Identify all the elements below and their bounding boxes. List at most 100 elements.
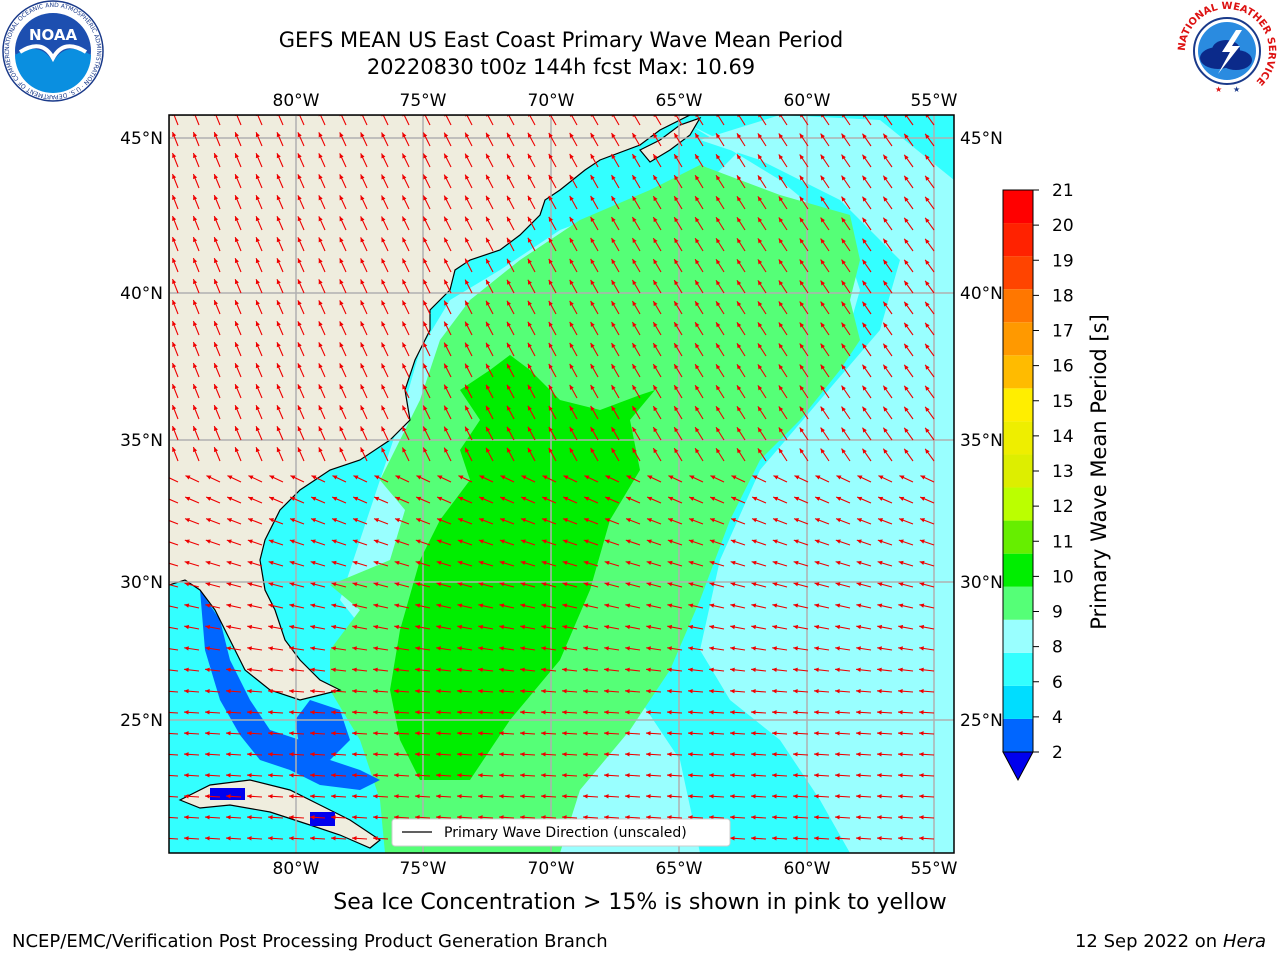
wave-arrow-head <box>163 625 168 629</box>
wave-arrow-head <box>646 603 652 608</box>
wave-arrow-head <box>841 217 846 223</box>
colorbar-segment <box>1003 256 1033 290</box>
wave-arrow-head <box>457 794 462 799</box>
wave-arrow-head <box>234 300 239 306</box>
wave-arrow-head <box>772 603 778 608</box>
wave-arrow <box>169 562 179 567</box>
wave-arrow-head <box>506 384 512 390</box>
wave-arrow-head <box>297 426 302 432</box>
wave-arrow-head <box>569 279 574 285</box>
wave-arrow-head <box>841 154 846 160</box>
wave-arrow-head <box>583 646 588 651</box>
colorbar-tick-label: 8 <box>1052 638 1063 658</box>
wave-arrow-head <box>674 448 679 454</box>
wave-arrow-head <box>360 174 365 180</box>
wave-arrow-head <box>331 731 336 736</box>
wave-arrow-head <box>276 321 281 327</box>
period-10-11s-core <box>390 355 655 780</box>
wave-arrow-head <box>465 447 470 453</box>
wave-arrow-head <box>569 405 574 411</box>
wave-arrow-head <box>205 539 211 544</box>
wave-arrow-head <box>205 731 210 736</box>
wave-arrow-head <box>234 279 239 285</box>
wave-arrow-head <box>268 794 273 799</box>
wave-arrow-head <box>611 406 616 411</box>
wave-arrow-head <box>625 582 631 587</box>
wave-arrow-head <box>268 815 273 820</box>
wave-arrow-head <box>883 343 888 349</box>
wave-arrow-head <box>457 815 462 820</box>
colorbar-segment <box>1003 520 1033 554</box>
wave-arrow-head <box>841 196 846 202</box>
wave-arrow-head <box>883 427 888 433</box>
wave-arrow-head <box>457 560 463 566</box>
wave-arrow-head <box>457 667 462 672</box>
wave-arrow-head <box>527 132 532 138</box>
wave-arrow-head <box>695 280 700 286</box>
wave-arrow-head <box>255 342 260 348</box>
wave-arrow-head <box>611 364 616 369</box>
wave-arrow-head <box>289 646 294 651</box>
lat-label-left: 35°N <box>120 431 163 451</box>
wave-arrow-head <box>898 752 903 757</box>
wave-arrow-head <box>506 216 512 222</box>
wave-arrow-head <box>856 815 861 820</box>
wave-arrow-head <box>883 133 888 139</box>
wave-arrow-head <box>856 836 861 841</box>
wave-arrow-head <box>499 731 504 736</box>
wave-arrow-head <box>877 667 882 672</box>
wave-arrow-head <box>373 560 379 566</box>
wave-arrow-head <box>898 731 903 736</box>
wave-arrow-head <box>898 815 903 820</box>
wave-arrow-head <box>310 731 315 736</box>
wave-arrow-head <box>444 258 449 264</box>
wave-arrow-head <box>793 794 798 799</box>
wave-arrow-head <box>569 426 574 432</box>
wave-arrow-head <box>799 406 805 412</box>
wave-arrow-head <box>331 667 336 672</box>
wave-arrow-head <box>297 258 302 264</box>
cuba-shallow-east <box>310 812 335 826</box>
wave-arrow-head <box>206 496 212 501</box>
wave-arrow-head <box>193 321 198 327</box>
wave-arrow-head <box>667 689 672 694</box>
wave-arrow-head <box>214 321 219 327</box>
wave-arrow-head <box>339 342 344 348</box>
wave-arrow-head <box>331 752 336 757</box>
wave-arrow <box>215 115 221 126</box>
wave-arrow-head <box>402 405 407 411</box>
wave-arrow-head <box>919 773 924 778</box>
wave-arrow-head <box>465 132 470 138</box>
wave-arrow-head <box>500 496 506 501</box>
wave-arrow-head <box>172 405 177 411</box>
wave-arrow-head <box>877 794 882 799</box>
wave-arrow-head <box>667 582 673 587</box>
wave-arrow-head <box>877 539 883 544</box>
wave-arrow-head <box>757 238 763 244</box>
wave-arrow-head <box>402 279 407 285</box>
wave-arrow-head <box>339 384 344 390</box>
wave-arrow-head <box>857 475 863 480</box>
wave-arrow-head <box>583 815 588 820</box>
wave-arrow-head <box>255 216 260 222</box>
wave-arrow-head <box>736 133 742 139</box>
wave-arrow <box>591 115 599 126</box>
wave-arrow-head <box>499 815 504 820</box>
wave-arrow-head <box>611 322 616 327</box>
wave-arrow-head <box>205 603 211 608</box>
wave-arrow-head <box>883 385 888 391</box>
wave-arrow-head <box>214 258 219 264</box>
wave-arrow-head <box>757 364 763 370</box>
wave-arrow-head <box>611 301 616 306</box>
wave-arrow-head <box>548 405 553 411</box>
wave-arrow-head <box>352 836 357 841</box>
wave-arrow-head <box>757 154 763 160</box>
wave-arrow-head <box>206 518 211 523</box>
wave-arrow-head <box>297 363 302 369</box>
wave-arrow-head <box>604 794 609 799</box>
wave-arrow-head <box>311 518 316 523</box>
wave-arrow-head <box>709 689 714 694</box>
wave-arrow-head <box>423 216 428 222</box>
wave-arrow-head <box>919 794 924 799</box>
wave-arrow-head <box>611 154 616 159</box>
